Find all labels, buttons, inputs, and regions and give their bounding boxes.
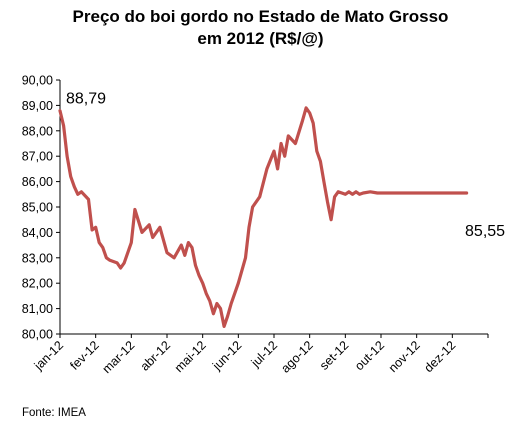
- x-tick-label: out-12: [352, 338, 387, 373]
- x-tick-label: dez-12: [422, 338, 459, 375]
- x-tick-label: fev-12: [67, 338, 101, 372]
- data-label: 85,55: [465, 223, 505, 240]
- y-tick-label: 84,00: [22, 226, 53, 240]
- chart-title: Preço do boi gordo no Estado de Mato Gro…: [72, 7, 449, 26]
- data-label: 88,79: [66, 91, 106, 108]
- y-tick-label: 80,00: [22, 328, 53, 342]
- price-series-line: [58, 106, 469, 328]
- y-tick-label: 87,00: [22, 150, 53, 164]
- x-tick-label: abr-12: [138, 338, 173, 373]
- y-tick-label: 85,00: [22, 201, 53, 215]
- y-tick-label: 83,00: [22, 251, 53, 265]
- x-tick-label: mai-12: [172, 338, 209, 375]
- y-tick-label: 82,00: [22, 277, 53, 291]
- x-tick-label: jun-12: [209, 338, 244, 373]
- y-tick-label: 86,00: [22, 175, 53, 189]
- x-tick-label: jan-12: [31, 338, 66, 373]
- y-tick-label: 81,00: [22, 302, 53, 316]
- chart-subtitle: em 2012 (R$/@): [197, 29, 324, 48]
- x-tick-label: ago-12: [278, 338, 315, 375]
- x-tick-label: jul-12: [248, 338, 280, 370]
- x-tick-label: set-12: [317, 338, 351, 372]
- y-tick-label: 89,00: [22, 99, 53, 113]
- x-tick-label: mar-12: [100, 338, 138, 376]
- source-note: Fonte: IMEA: [22, 407, 86, 419]
- y-tick-label: 90,00: [22, 74, 53, 88]
- x-tick-label: nov-12: [386, 338, 423, 375]
- y-tick-label: 88,00: [22, 124, 53, 138]
